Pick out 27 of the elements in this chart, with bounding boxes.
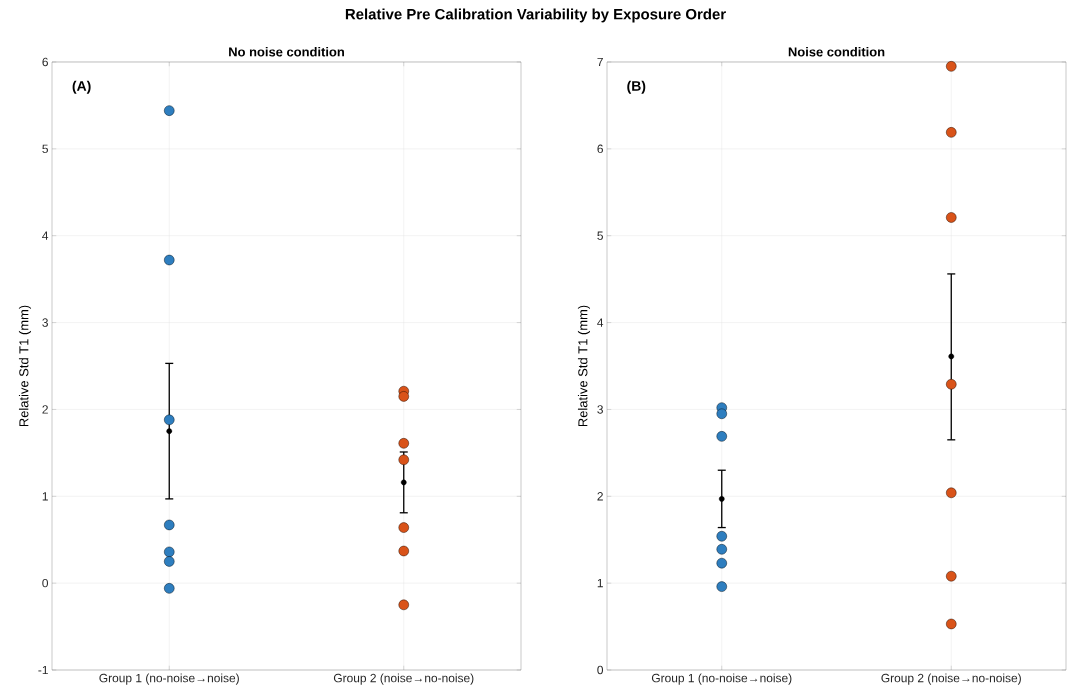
y-tick-label: 5 (42, 144, 48, 154)
y-tick-label: -1 (38, 665, 48, 675)
y-tick-label: 4 (42, 231, 49, 240)
y-tick-label: 6 (42, 57, 48, 67)
x-tick-label: Group 1 (no-noise→noise) (651, 673, 792, 685)
y-tick-label: 7 (597, 57, 603, 67)
x-tick-label: Group 2 (noise→no-noise) (333, 673, 474, 685)
annotation: (B) (627, 80, 646, 94)
y-tick-label: 1 (597, 579, 603, 588)
y-tick-label: 3 (42, 318, 48, 327)
annotation: (A) (72, 80, 91, 94)
chart-title: Noise condition (788, 46, 885, 57)
y-tick-label: 0 (597, 665, 604, 675)
y-tick-label: 2 (597, 492, 603, 501)
y-tick-label: 3 (597, 405, 603, 414)
y-tick-label: 6 (597, 144, 603, 154)
y-tick-label: 5 (597, 231, 603, 240)
chart-subtitle: No noise condition (229, 46, 344, 57)
y-axis-title: Relative Std T1 (mm) (577, 305, 590, 427)
y-axis-title: Relative Std T1 (mm) (18, 305, 32, 427)
y-tick-label: 0 (42, 578, 49, 588)
x-tick-label: Group 2 (noise→no-noise) (881, 673, 1021, 685)
y-tick-label: 1 (42, 492, 48, 501)
y-tick-label: 2 (42, 405, 48, 414)
x-tick-label: Group 1 (no-noise→noise) (99, 673, 239, 685)
y-tick-label: 4 (597, 318, 604, 327)
chart-title: Relative Pre Calibration Variability by Exposure Order (345, 8, 726, 23)
